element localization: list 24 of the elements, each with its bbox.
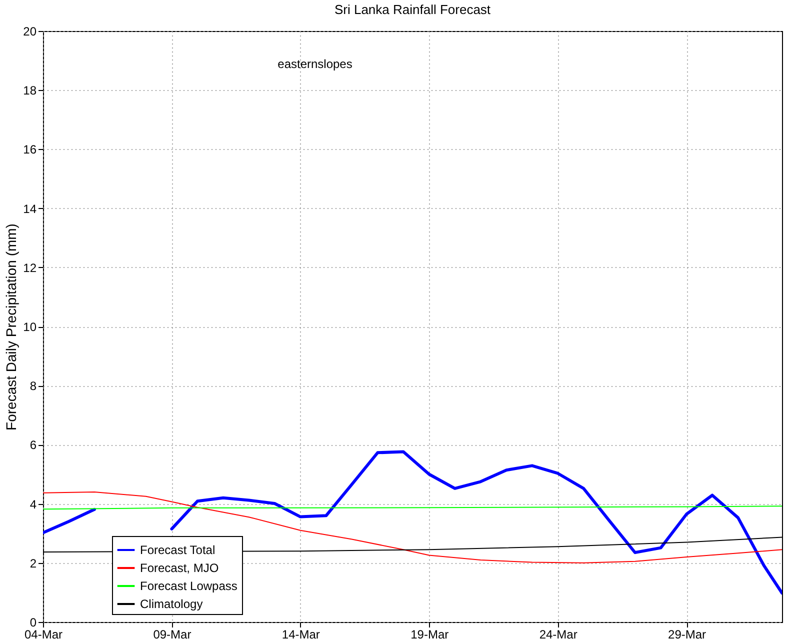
y-tick-label: 8 xyxy=(30,379,37,394)
y-tick-label: 6 xyxy=(30,438,37,452)
legend-label: Forecast Total xyxy=(140,543,216,557)
y-axis-title: Forecast Daily Precipitation (mm) xyxy=(3,224,20,430)
chart-title: Sri Lanka Rainfall Forecast xyxy=(334,2,491,17)
y-tick-label: 20 xyxy=(23,24,37,38)
legend-label: Forecast, MJO xyxy=(140,561,219,575)
legend-label: Forecast Lowpass xyxy=(140,579,238,593)
x-tick-label: 09-Mar xyxy=(153,628,192,642)
y-tick-label: 14 xyxy=(23,202,37,216)
y-tick-label: 4 xyxy=(30,497,37,512)
annotation: easternslopes xyxy=(278,57,352,71)
y-tick-label: 18 xyxy=(23,84,37,98)
x-tick-label: 29-Mar xyxy=(668,628,706,642)
y-tick-label: 12 xyxy=(23,260,37,275)
y-tick-label: 0 xyxy=(30,616,37,630)
x-tick-label: 04-Mar xyxy=(24,628,63,642)
legend-label: Climatology xyxy=(140,597,203,611)
y-tick-label: 16 xyxy=(23,142,37,157)
x-tick-label: 19-Mar xyxy=(410,628,449,642)
x-tick-label: 24-Mar xyxy=(539,628,578,642)
x-tick-label: 14-Mar xyxy=(282,628,320,642)
y-tick-label: 10 xyxy=(23,320,37,334)
y-tick-label: 2 xyxy=(30,556,37,570)
